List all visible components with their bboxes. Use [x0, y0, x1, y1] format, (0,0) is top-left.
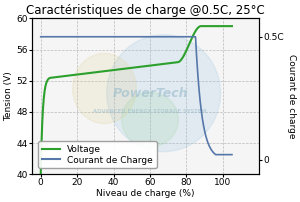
Ellipse shape [107, 35, 220, 152]
Ellipse shape [73, 53, 136, 124]
Text: PowerTech: PowerTech [112, 87, 188, 100]
Title: Caractéristiques de charge @0.5C, 25°C: Caractéristiques de charge @0.5C, 25°C [26, 4, 265, 17]
Y-axis label: Tension (V): Tension (V) [4, 72, 13, 121]
Y-axis label: Courant de charge: Courant de charge [287, 54, 296, 139]
X-axis label: Niveau de charge (%): Niveau de charge (%) [96, 189, 195, 198]
Ellipse shape [122, 92, 178, 147]
Legend: Voltage, Courant de Charge: Voltage, Courant de Charge [38, 141, 157, 168]
Text: ADVANCED ENERGY STORAGE SYSTEM: ADVANCED ENERGY STORAGE SYSTEM [93, 109, 207, 114]
